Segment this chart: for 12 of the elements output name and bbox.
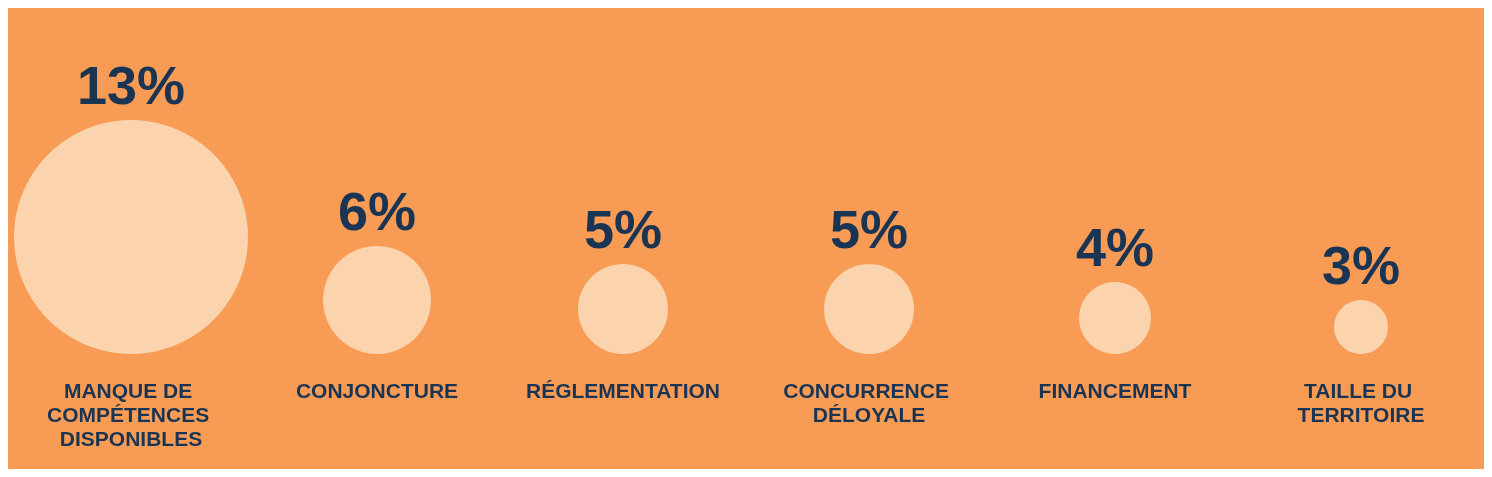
data-label: 13%	[76, 55, 186, 115]
data-label: 5%	[829, 199, 909, 259]
category-label: TAILLE DU TERRITOIRE	[1297, 378, 1425, 426]
category-label: FINANCEMENT	[1038, 378, 1192, 402]
data-label: 5%	[583, 199, 663, 259]
category-label: CONCURRENCE DÉLOYALE	[783, 378, 955, 426]
data-label: 3%	[1321, 235, 1401, 295]
category-label: CONJONCTURE	[295, 378, 459, 402]
data-label: 4%	[1075, 217, 1155, 277]
category-label: MANQUE DE COMPÉTENCES DISPONIBLES	[46, 378, 216, 450]
data-label: 6%	[337, 181, 417, 241]
category-label: RÉGLEMENTATION	[525, 378, 721, 402]
